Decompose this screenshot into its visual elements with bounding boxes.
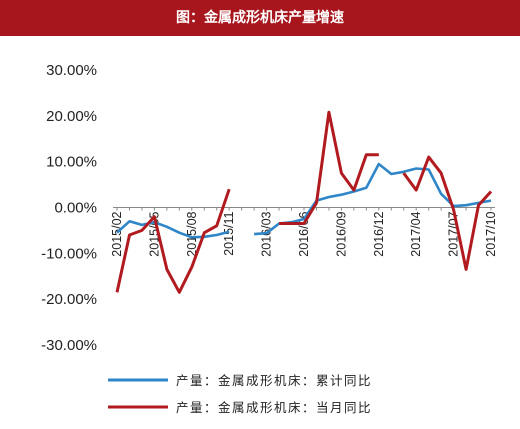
line-chart: 30.00% 20.00% 10.00% 0.00% -10.00% -20.00% -30…	[41, 62, 498, 415]
y-tick-label: 10.00%	[46, 154, 97, 171]
series-line-monthly	[115, 110, 493, 294]
chart-title: 图：金属成形机床产量增速	[0, 0, 520, 36]
series-segment	[115, 188, 231, 294]
series-segment	[116, 220, 230, 239]
series-lines	[115, 110, 493, 294]
x-tick-label: 2015/11	[222, 211, 236, 255]
series-segment	[279, 110, 379, 225]
legend-label: 产量：金属成形机床：当月同比	[176, 400, 372, 415]
x-tick-label: 2017/10	[484, 211, 498, 256]
x-tick-label: 2016/09	[334, 211, 348, 256]
x-tick-label: 2015/08	[185, 211, 199, 256]
y-tick-label: -20.00%	[41, 291, 97, 308]
x-tick-label: 2016/12	[372, 211, 386, 256]
y-tick-label: -30.00%	[41, 337, 97, 354]
x-tick-label: 2015/02	[110, 211, 124, 256]
y-tick-label: 0.00%	[54, 200, 97, 217]
y-tick-label: 30.00%	[46, 62, 97, 79]
x-axis: 2015/02 2015/05 2015/08 2015/11 2016/03 2016/…	[110, 207, 498, 257]
series-segment	[402, 155, 493, 271]
legend-label: 产量：金属成形机床：累计同比	[176, 373, 372, 388]
y-tick-label: -10.00%	[41, 245, 97, 262]
y-tick-label: 20.00%	[46, 108, 97, 125]
y-axis: 30.00% 20.00% 10.00% 0.00% -10.00% -20.00% -30…	[41, 62, 97, 354]
x-tick-label: 2017/04	[409, 211, 423, 256]
